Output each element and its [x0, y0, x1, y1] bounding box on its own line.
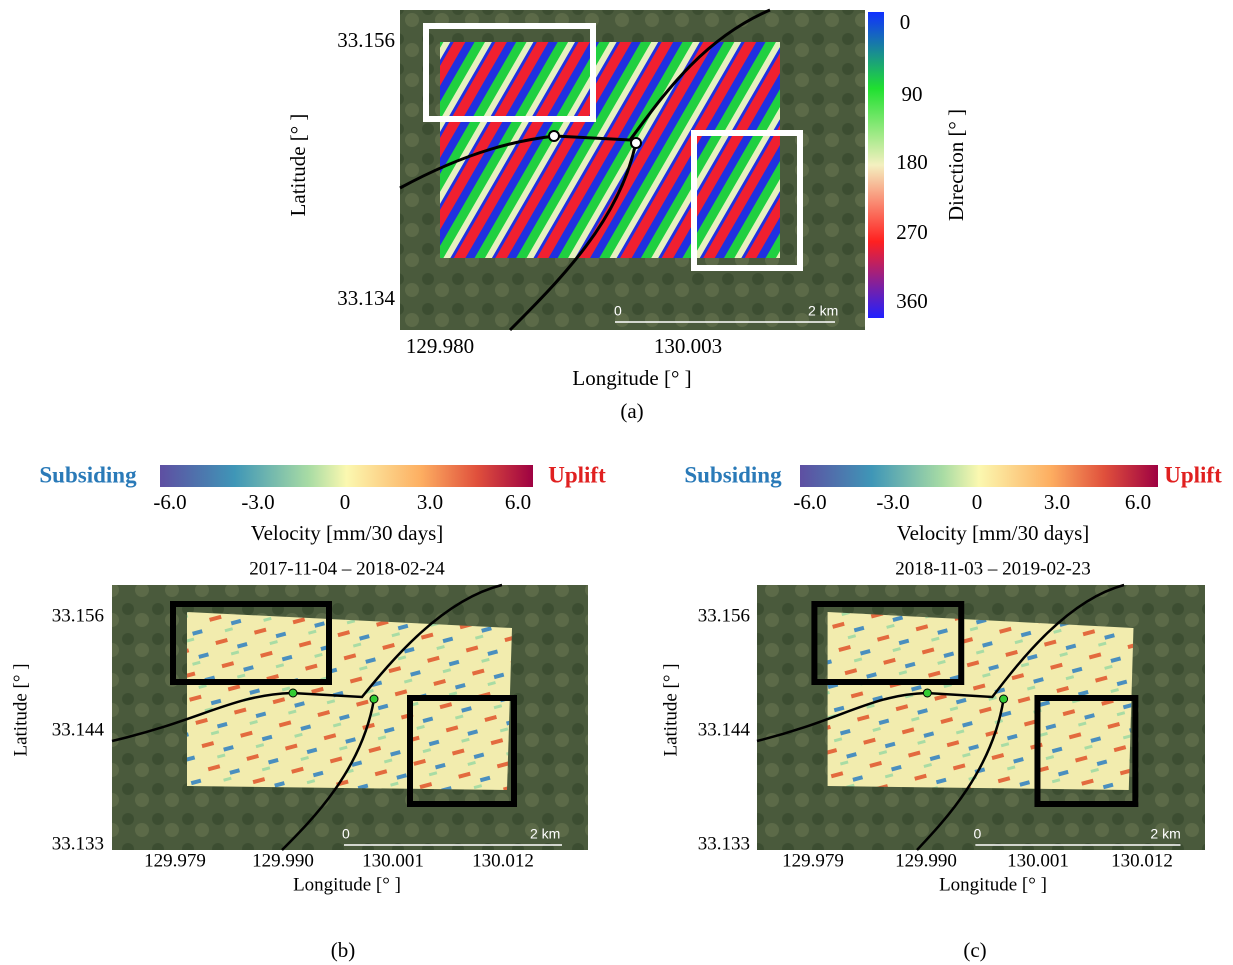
scale-label: 0: [973, 826, 981, 842]
colorbar-tick: -6.0: [793, 490, 826, 514]
x-tick-label: 130.003: [654, 334, 722, 358]
colorbar-tick: 6.0: [505, 490, 531, 514]
colorbar-tick: 3.0: [417, 490, 443, 514]
colorbar-tick: -3.0: [241, 490, 274, 514]
legend-right: Uplift: [1164, 462, 1222, 487]
colorbar-tick: 3.0: [1044, 490, 1070, 514]
y-axis-label: Latitude [° ]: [660, 663, 681, 756]
x-tick-label: 130.001: [1007, 850, 1069, 871]
x-tick-label: 129.980: [406, 334, 474, 358]
figure: 0 2 km 0 90 180 270 360 Direction [° ] 3…: [0, 0, 1233, 965]
y-tick-label: 33.144: [698, 719, 751, 740]
station-point: [631, 138, 641, 148]
x-tick-label: 130.012: [1111, 850, 1173, 871]
station-point: [370, 695, 378, 703]
y-tick-label: 33.156: [52, 605, 104, 626]
panel-date: 2017-11-04 – 2018-02-24: [249, 558, 445, 579]
x-axis-label: Longitude [° ]: [939, 874, 1047, 895]
y-tick-label: 33.144: [52, 719, 105, 740]
colorbar-label: Direction [° ]: [944, 109, 968, 221]
colorbar-tick: 0: [972, 490, 983, 514]
y-axis-label: Latitude [° ]: [10, 663, 31, 756]
caption: (b): [331, 938, 356, 962]
x-tick-label: 130.001: [362, 850, 424, 871]
legend-left: Subsiding: [684, 462, 782, 487]
colorbar: [160, 465, 533, 487]
x-axis-label: Longitude [° ]: [572, 366, 691, 390]
panel-date: 2018-11-03 – 2019-02-23: [895, 558, 1091, 579]
y-tick-label: 33.134: [337, 286, 395, 310]
colorbar-tick: 180: [896, 150, 928, 174]
station-point: [549, 131, 559, 141]
colorbar: [800, 465, 1158, 487]
x-tick-label: 130.012: [472, 850, 534, 871]
legend-right: Uplift: [548, 462, 606, 487]
colorbar-label: Velocity [mm/30 days]: [897, 521, 1089, 545]
y-tick-label: 33.156: [698, 605, 750, 626]
colorbar-tick: 90: [902, 82, 923, 106]
colorbar-tick: 0: [340, 490, 351, 514]
caption: (a): [620, 399, 643, 423]
colorbar-tick: 0: [900, 10, 911, 34]
station-point: [1000, 695, 1008, 703]
colorbar-tick: -3.0: [876, 490, 909, 514]
y-axis-label: Latitude [° ]: [286, 114, 310, 217]
colorbar-label: Velocity [mm/30 days]: [251, 521, 443, 545]
colorbar: [868, 12, 884, 318]
scale-label: 0: [614, 303, 622, 319]
colorbar-tick: -6.0: [153, 490, 186, 514]
x-tick-label: 129.979: [782, 850, 844, 871]
x-axis-label: Longitude [° ]: [293, 874, 401, 895]
colorbar-tick: 360: [896, 289, 928, 313]
colorbar-tick: 270: [896, 220, 928, 244]
x-tick-label: 129.990: [252, 850, 314, 871]
y-tick-label: 33.133: [698, 833, 750, 854]
scale-label: 2 km: [1150, 826, 1180, 842]
caption: (c): [963, 938, 986, 962]
legend-left: Subsiding: [39, 462, 137, 487]
scale-label: 2 km: [808, 303, 838, 319]
scale-label: 0: [342, 826, 350, 842]
y-tick-label: 33.133: [52, 833, 104, 854]
y-tick-label: 33.156: [337, 28, 395, 52]
x-tick-label: 129.979: [144, 850, 206, 871]
station-point: [289, 689, 297, 697]
x-tick-label: 129.990: [895, 850, 957, 871]
scale-label: 2 km: [530, 826, 560, 842]
colorbar-tick: 6.0: [1125, 490, 1151, 514]
station-point: [923, 689, 931, 697]
